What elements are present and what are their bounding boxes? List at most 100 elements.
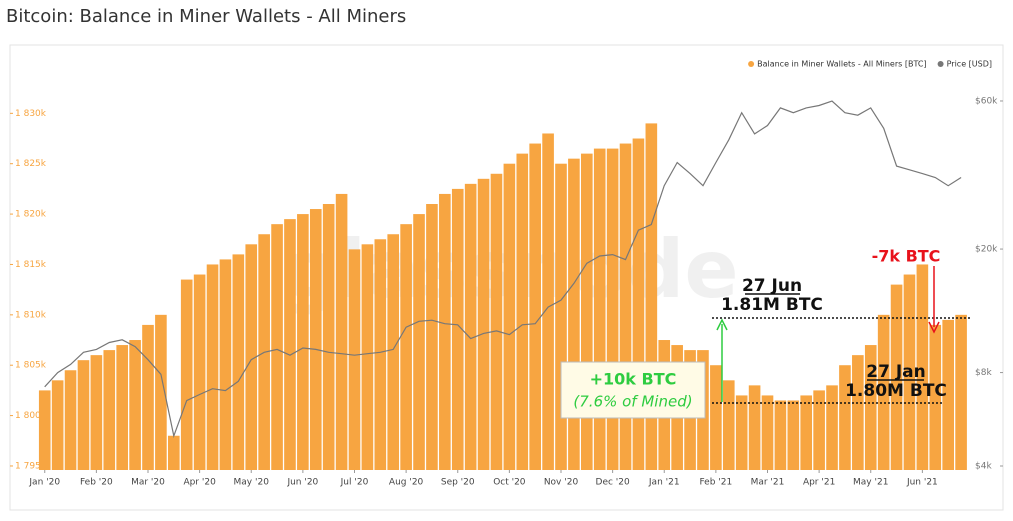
arrow-head — [928, 321, 940, 334]
bar — [645, 123, 658, 470]
bar — [464, 183, 477, 471]
bar — [322, 204, 335, 470]
bar — [593, 148, 606, 470]
bar — [813, 390, 825, 470]
bar — [477, 178, 490, 471]
x-tick-label: Apr '21 — [803, 478, 835, 488]
x-tick-label: Jul '20 — [340, 478, 369, 488]
y-tick-label: 1 820k — [15, 210, 47, 220]
bar — [542, 133, 554, 470]
bar — [103, 350, 116, 470]
annotation: 1.81M BTC — [721, 295, 823, 315]
bar — [374, 239, 387, 470]
bar — [529, 143, 541, 470]
annotation: -7k BTC — [872, 247, 941, 266]
bar — [632, 138, 645, 470]
bar — [284, 219, 296, 470]
x-tick-label: Sep '20 — [441, 478, 475, 488]
x-tick-label: Jan '20 — [28, 478, 60, 488]
x-tick-label: Apr '20 — [183, 478, 216, 488]
bar — [219, 259, 232, 470]
x-tick-label: Mar '20 — [131, 478, 165, 488]
bar — [206, 264, 219, 470]
bar — [606, 148, 619, 470]
bar — [787, 400, 800, 470]
callout-box — [560, 361, 706, 419]
x-tick-label: Feb '21 — [700, 478, 733, 488]
bar — [864, 345, 877, 470]
y-tick-label: 1 805k — [15, 361, 47, 371]
bar — [955, 314, 967, 470]
x-tick-label: May '21 — [853, 478, 888, 488]
bar — [271, 224, 283, 470]
bar — [761, 395, 774, 470]
bar — [400, 224, 412, 470]
bar — [503, 163, 516, 471]
bar — [129, 340, 141, 470]
bar — [309, 209, 322, 470]
bar — [361, 244, 374, 470]
x-tick-label: Nov '20 — [544, 478, 579, 488]
annotations: 27 Jun 1.81M BTC +10k BTC (7.6% of Mined… — [560, 247, 970, 419]
legend-label: Balance in Miner Wallets - All Miners [B… — [757, 60, 927, 69]
bar — [568, 158, 580, 471]
bar — [839, 365, 851, 470]
y2-tick-label: $60k — [975, 96, 998, 106]
annotation: 27 Jan — [866, 362, 925, 382]
y-tick-label: 1 800k — [15, 411, 47, 421]
bar — [451, 188, 464, 470]
bar — [64, 370, 77, 470]
bar — [555, 163, 567, 471]
x-tick-label: Jun '21 — [906, 478, 938, 488]
legend-label: Price [USD] — [947, 60, 992, 69]
annotation: 1.80M BTC — [845, 381, 947, 401]
annotation: (7.6% of Mined) — [573, 393, 692, 411]
bar — [38, 390, 51, 470]
bar — [877, 314, 890, 470]
y-tick-label: 1 830k — [15, 109, 47, 119]
bar — [193, 274, 206, 470]
bar — [90, 355, 103, 470]
bar — [180, 279, 193, 470]
x-tick-label: Aug '20 — [389, 478, 424, 488]
bar — [722, 380, 735, 470]
x-tick-label: Jun '20 — [286, 478, 318, 488]
bar — [916, 264, 929, 470]
bar — [413, 214, 425, 470]
bar — [516, 153, 529, 470]
y2-tick-label: $4k — [975, 461, 992, 471]
bar — [335, 193, 348, 470]
bar — [232, 254, 245, 470]
x-tick-label: Feb '20 — [80, 478, 113, 488]
y2-tick-label: $8k — [975, 368, 992, 378]
bar — [142, 324, 154, 470]
x-tick-label: Dec '20 — [596, 478, 630, 488]
y2-tick-label: $20k — [975, 245, 998, 255]
bar — [619, 143, 632, 470]
bar — [800, 395, 813, 470]
annotation: 27 Jun — [742, 276, 802, 296]
bar — [735, 395, 748, 470]
x-tick-label: Mar '21 — [751, 478, 785, 488]
y-tick-label: 1 815k — [15, 260, 47, 270]
bar — [348, 249, 361, 470]
plot: 1 795k 1 800k 1 805k 1 810k 1 815k 1 820k 1 82… — [10, 60, 1003, 488]
price-line — [44, 100, 962, 439]
bar — [826, 385, 838, 470]
bar — [426, 204, 438, 470]
annotation: +10k BTC — [590, 370, 677, 389]
bar — [852, 355, 864, 470]
bar — [297, 214, 309, 470]
bar — [581, 153, 593, 470]
x-tick-label: May '20 — [234, 478, 270, 488]
bar — [903, 274, 916, 470]
y-tick-label: 1 810k — [15, 310, 47, 320]
bar — [710, 365, 722, 470]
bar — [245, 244, 258, 470]
bar — [490, 173, 503, 471]
y-tick-label: 1 795k — [15, 461, 47, 471]
bar — [774, 400, 787, 470]
bar — [155, 314, 167, 470]
